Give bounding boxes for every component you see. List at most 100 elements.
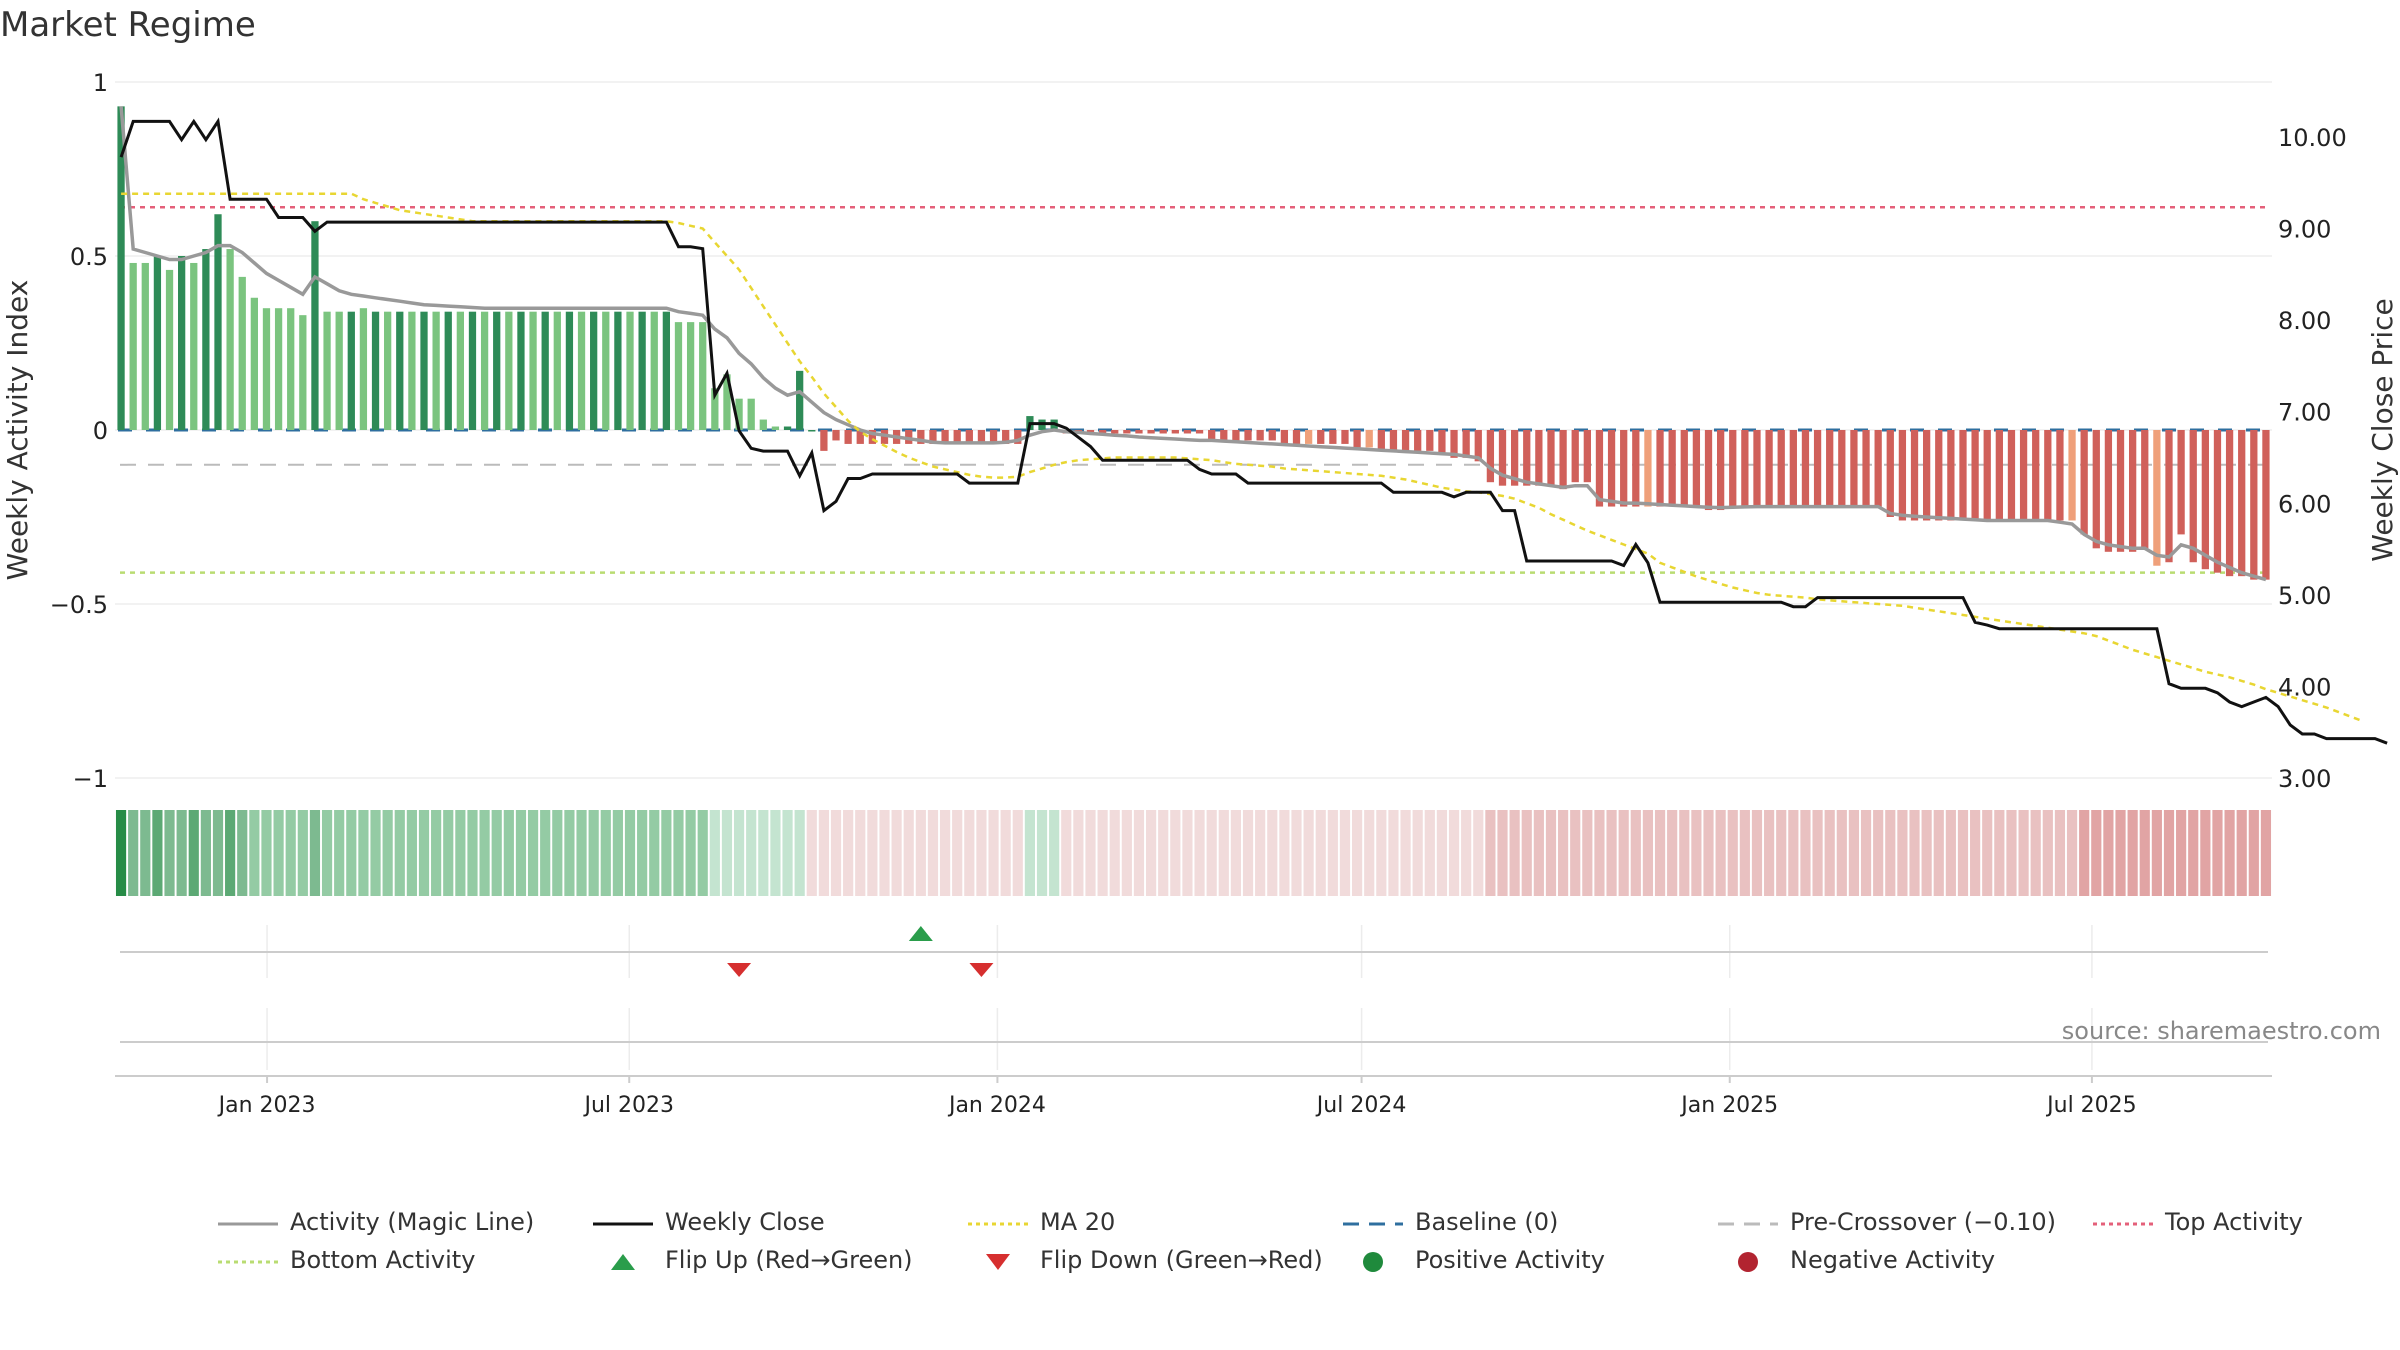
heat-cell — [673, 810, 684, 896]
activity-bar — [1462, 430, 1470, 458]
activity-bar — [1850, 430, 1858, 507]
heat-cell — [1170, 810, 1181, 896]
heat-cell — [1957, 810, 1969, 896]
heat-cell — [2200, 810, 2211, 896]
heat-cell — [709, 810, 720, 896]
heat-cell — [1509, 810, 1520, 896]
right-tick-label: 10.00 — [2278, 124, 2347, 152]
activity-bar — [1789, 430, 1797, 507]
flip-up-marker — [908, 926, 933, 941]
activity-bar — [2201, 430, 2209, 570]
heat-cell — [552, 810, 563, 896]
heat-cell — [685, 810, 696, 896]
activity-bar — [1607, 430, 1616, 507]
x-tick-label: Jan 2024 — [947, 1093, 1046, 1118]
activity-bar — [529, 311, 537, 430]
activity-bar — [844, 430, 852, 444]
activity-bar — [1232, 430, 1240, 441]
activity-bar — [2007, 430, 2016, 521]
x-tick-label: Jul 2025 — [2045, 1093, 2137, 1118]
heat-cell — [515, 810, 527, 896]
activity-bar — [371, 311, 380, 430]
activity-bar — [1874, 430, 1882, 507]
activity-bar — [1753, 430, 1761, 507]
activity-bar — [311, 221, 319, 430]
heat-cell — [1812, 810, 1823, 896]
activity-bar — [274, 308, 283, 430]
activity-bar — [1401, 430, 1410, 451]
activity-bar — [2116, 430, 2125, 552]
activity-bar — [638, 311, 646, 430]
activity-bar — [2177, 430, 2185, 535]
heat-cell — [1739, 810, 1750, 896]
heat-cell — [879, 810, 890, 896]
activity-bar — [2262, 430, 2270, 580]
activity-bar — [1813, 430, 1822, 507]
heat-cell — [830, 810, 842, 896]
heat-cell — [1339, 810, 1351, 896]
heat-cell — [176, 810, 187, 896]
heat-cell — [2176, 810, 2187, 896]
legend-swatch-line — [593, 1212, 653, 1232]
activity-bar — [1256, 430, 1264, 441]
heat-cell — [152, 810, 163, 896]
right-tick-label: 9.00 — [2278, 216, 2331, 244]
legend-label: Top Activity — [2165, 1208, 2303, 1236]
legend-label: Positive Activity — [1415, 1246, 1605, 1274]
heat-cell — [1303, 810, 1314, 896]
heat-cell — [212, 810, 224, 896]
activity-bar — [1947, 430, 1955, 521]
legend-label: Activity (Magic Line) — [290, 1208, 535, 1236]
heat-cell — [1267, 810, 1278, 896]
activity-bar — [250, 297, 258, 430]
activity-bar — [262, 308, 271, 430]
heat-cell — [540, 810, 551, 896]
activity-bar — [1801, 430, 1810, 507]
activity-bar — [832, 430, 840, 441]
activity-bar — [2141, 430, 2149, 549]
heat-cell — [1764, 810, 1775, 896]
heat-cell — [1970, 810, 1981, 896]
legend-label: Weekly Close — [665, 1208, 825, 1236]
heat-cell — [1049, 810, 1060, 896]
legend-item-magic-line: Activity (Magic Line) — [218, 1208, 593, 1236]
heat-cell — [2115, 810, 2126, 896]
activity-bar — [1765, 430, 1773, 507]
activity-bar — [1147, 430, 1155, 434]
activity-bar — [686, 322, 695, 430]
activity-bar — [1171, 430, 1179, 434]
heat-cell — [1848, 810, 1860, 896]
right-tick-label: 4.00 — [2278, 673, 2331, 701]
activity-bar — [1135, 430, 1143, 434]
heat-cell — [1897, 810, 1908, 896]
activity-bar — [1595, 430, 1604, 507]
heat-cell — [346, 810, 357, 896]
heat-cell — [612, 810, 623, 896]
heat-cell — [939, 810, 951, 896]
activity-bar — [602, 311, 610, 430]
activity-bar — [1777, 430, 1785, 507]
activity-bar — [2080, 430, 2088, 535]
activity-bar — [2068, 430, 2076, 521]
heat-cell — [285, 810, 296, 896]
activity-bar — [783, 426, 792, 430]
activity-bar — [2238, 430, 2246, 577]
heat-cell — [855, 810, 866, 896]
activity-bar — [214, 214, 222, 430]
heat-cell — [1497, 810, 1508, 896]
legend-item-weekly-close: Weekly Close — [593, 1208, 968, 1236]
heat-cell — [649, 810, 660, 896]
activity-bar — [153, 256, 162, 430]
legend-swatch-line — [218, 1212, 278, 1232]
activity-bar — [1292, 430, 1301, 444]
activity-bar — [565, 311, 574, 430]
activity-bar — [1208, 430, 1216, 441]
activity-bar — [299, 315, 307, 430]
activity-bar — [432, 311, 440, 430]
activity-bar — [820, 430, 828, 451]
left-tick-label: 0 — [93, 417, 108, 445]
heat-cell — [479, 810, 490, 896]
heat-cell — [1194, 810, 1205, 896]
heat-cell — [370, 810, 381, 896]
heat-cell — [1885, 810, 1896, 896]
